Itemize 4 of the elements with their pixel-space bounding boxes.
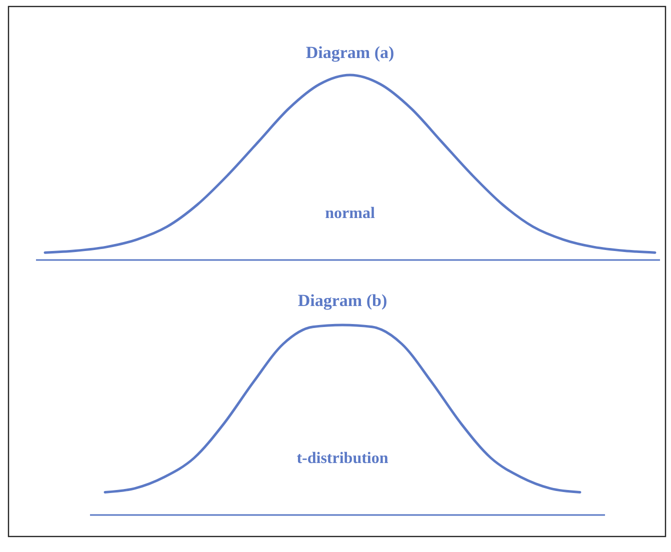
chart-title: Diagram (b) <box>298 291 388 310</box>
chart-title: Diagram (a) <box>306 43 394 62</box>
annotation: normal <box>325 205 376 222</box>
annotation: t-distribution <box>296 450 388 467</box>
